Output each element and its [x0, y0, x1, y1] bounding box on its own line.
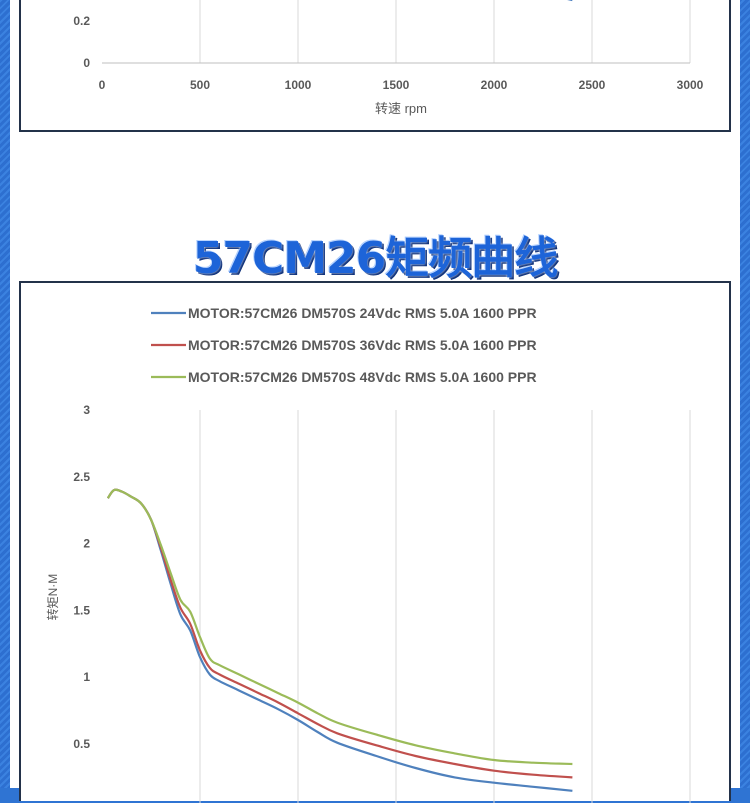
y-tick-label: 0	[83, 56, 90, 70]
x-tick-label: 1500	[383, 78, 410, 92]
legend-label: MOTOR:57CM26 DM570S 36Vdc RMS 5.0A 1600 …	[188, 337, 537, 353]
x-axis-label: 转速 rpm	[375, 101, 427, 116]
legend-label: MOTOR:57CM26 DM570S 24Vdc RMS 5.0A 1600 …	[188, 305, 537, 321]
y-tick-label: 3	[83, 403, 90, 417]
x-tick-label: 2500	[579, 78, 606, 92]
y-axis-label: 转矩N·M	[45, 574, 60, 621]
series-line	[106, 488, 573, 779]
y-tick-label: 2	[83, 537, 90, 551]
y-tick-label: 2.5	[73, 470, 90, 484]
x-tick-label: 3000	[677, 78, 704, 92]
section-title: 57CM26矩频曲线	[192, 233, 559, 284]
x-tick-label: 1000	[285, 78, 312, 92]
y-tick-label: 0.5	[73, 737, 90, 751]
x-tick-label: 0	[99, 78, 106, 92]
y-tick-label: 1	[83, 670, 90, 684]
y-tick-label: 1.5	[73, 603, 90, 617]
legend-label: MOTOR:57CM26 DM570S 48Vdc RMS 5.0A 1600 …	[188, 369, 537, 385]
top-chart-panel: 0 0.2 0 500 1000 1500 2000 2500 3000 转速 rpm	[19, 0, 731, 132]
top-chart: 0 0.2 0 500 1000 1500 2000 2500 3000 转速 rpm	[73, 0, 704, 116]
y-tick-label: 0.2	[73, 14, 90, 28]
torque-frequency-chart: 0.5 1 1.5 2 2.5 3 转矩N·M MOTOR:57CM26 DM570S 24V…	[45, 305, 691, 803]
x-tick-label: 500	[190, 78, 210, 92]
bottom-chart-panel: 0.5 1 1.5 2 2.5 3 转矩N·M MOTOR:57CM26 DM570S 24V…	[19, 281, 731, 803]
series-line	[106, 488, 573, 766]
x-tick-label: 2000	[481, 78, 508, 92]
series-line	[106, 488, 573, 792]
